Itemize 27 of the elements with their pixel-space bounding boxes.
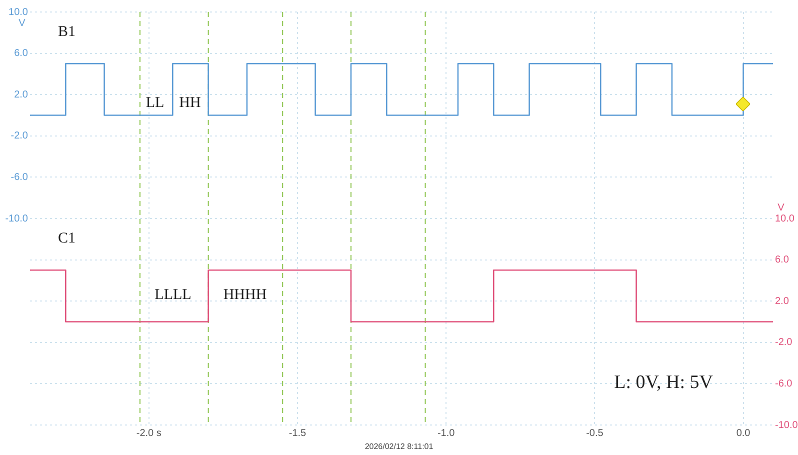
y-tick-label: 2.0 [14,89,28,100]
annotation: L: 0V, H: 5V [614,372,714,393]
text: 2026/02/12 8:11:01 [364,442,434,452]
annotation: HHHH [223,286,267,303]
x-tick-label: -1.5 [288,428,307,439]
y2-tick-label: 6.0 [775,254,790,266]
y-tick-label: -6.0 [10,172,28,183]
y-axis-title: V [18,18,26,29]
x-tick-label: -1.0 [437,428,456,439]
y2-tick-label: -2.0 [775,337,793,348]
y2-axis-title: V [778,202,785,214]
annotation: HH [179,94,201,111]
y2-tick-label: 10.0 [775,213,795,224]
annotation: LLLL [154,286,192,303]
y-tick-label: 10.0 [8,6,28,18]
y-tick-label: 6.0 [14,48,28,60]
series-label: C1 [58,230,76,246]
y-tick-label: -2.0 [10,130,28,142]
x-tick-label: 0.0 [736,428,751,439]
y-tick-label: -10.0 [5,213,28,224]
x-tick-label: -0.5 [586,428,604,439]
y2-tick-label: -10.0 [775,420,798,431]
series-label: B1 [58,24,76,40]
annotation: LL [146,94,164,111]
y2-tick-label: 2.0 [775,296,790,307]
x-tick-label: -2.0 s [136,428,162,439]
y2-tick-label: -6.0 [775,378,793,390]
